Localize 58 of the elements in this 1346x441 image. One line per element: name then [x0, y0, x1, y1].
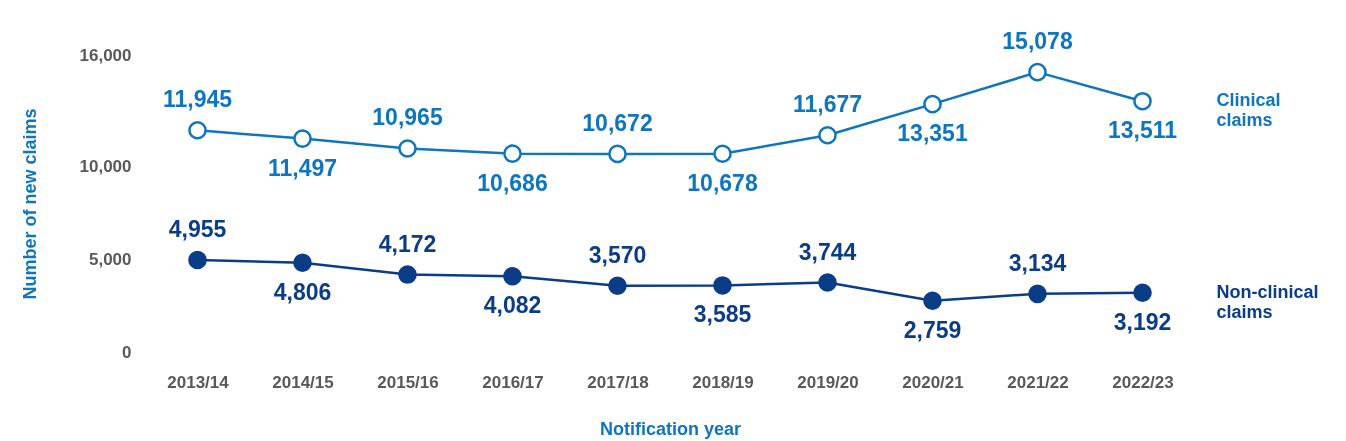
point — [1028, 284, 1047, 304]
point — [608, 144, 627, 164]
data-label: 4,082 — [483, 292, 542, 319]
point — [713, 144, 732, 164]
point — [1133, 91, 1152, 111]
data-label: 10,965 — [372, 104, 443, 131]
x-tick-label: 2019/20 — [797, 372, 859, 392]
point — [1028, 62, 1047, 82]
data-label: 10,672 — [582, 109, 653, 136]
point — [1133, 283, 1152, 303]
y-tick-label: 16,000 — [79, 45, 132, 65]
point — [608, 276, 627, 296]
x-tick-label: 2016/17 — [482, 372, 544, 392]
point — [293, 129, 312, 148]
x-tick-label: 2018/19 — [692, 372, 754, 392]
data-label: 11,497 — [267, 154, 338, 181]
data-label: 4,955 — [168, 216, 227, 243]
point — [503, 266, 522, 286]
data-label: 13,511 — [1107, 117, 1178, 144]
x-tick-label: 2022/23 — [1112, 372, 1174, 392]
data-label: 3,744 — [798, 238, 857, 265]
data-label: 4,806 — [273, 278, 332, 305]
data-label: 11,677 — [792, 91, 863, 118]
data-label: 3,585 — [693, 301, 752, 328]
point — [503, 144, 522, 163]
point — [818, 125, 837, 145]
point — [923, 94, 942, 114]
x-tick-label: 2017/18 — [587, 372, 649, 392]
x-tick-label: 2014/15 — [272, 372, 334, 392]
point — [818, 273, 837, 292]
text: Clinical claims — [1216, 90, 1281, 131]
point — [293, 253, 312, 273]
data-label: 3,192 — [1113, 308, 1172, 335]
y-axis-title: Number of new claims — [19, 108, 40, 300]
y-tick-label: 5,000 — [88, 249, 132, 269]
data-label: 2,759 — [903, 316, 962, 343]
data-label: 11,945 — [162, 86, 233, 113]
point — [923, 291, 942, 311]
point — [398, 139, 417, 158]
point — [398, 265, 417, 284]
x-tick-label: 2021/22 — [1007, 372, 1069, 392]
x-axis-title: Notification year — [599, 418, 742, 439]
y-tick-label: 0 — [122, 342, 132, 362]
point — [713, 276, 732, 295]
data-label: 4,172 — [378, 230, 437, 257]
data-label: 15,078 — [1002, 28, 1073, 55]
point — [188, 250, 207, 270]
x-tick-label: 2020/21 — [902, 372, 964, 392]
x-tick-label: 2015/16 — [377, 372, 439, 392]
data-label: 3,570 — [588, 241, 647, 268]
y-tick-label: 10,000 — [79, 156, 132, 176]
x-tick-label: 2013/14 — [167, 372, 230, 392]
point — [188, 120, 207, 140]
data-label: 10,678 — [687, 169, 758, 196]
data-label: 3,134 — [1008, 249, 1067, 276]
data-label: 10,686 — [477, 169, 548, 196]
text: Non-clinical claims — [1216, 281, 1319, 322]
data-label: 13,351 — [897, 120, 968, 147]
